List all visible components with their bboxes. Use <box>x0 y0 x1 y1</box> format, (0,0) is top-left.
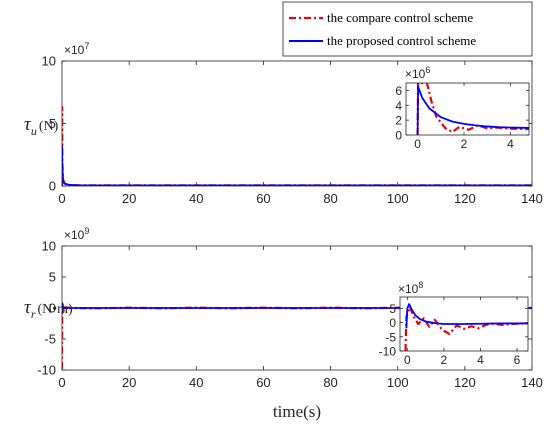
top-ytick-label: 5 <box>49 116 56 131</box>
bottom-xtick-label: 60 <box>256 375 270 390</box>
bottom-xtick-label: 40 <box>189 375 203 390</box>
bottom-ytick-label: -10 <box>37 363 56 378</box>
bottom-xtick-label: 120 <box>454 375 476 390</box>
legend-box <box>282 1 533 57</box>
top-xtick-label: 0 <box>58 191 65 206</box>
bottom-ylabel: τr (N•m) <box>24 297 73 321</box>
top-xtick-label: 100 <box>387 191 409 206</box>
bottom-inset-xtick-label: 6 <box>514 353 521 367</box>
top-xtick-label: 40 <box>189 191 203 206</box>
bottom-ytick-label: 10 <box>42 239 56 254</box>
bottom-inset-ytick-label: 5 <box>389 302 396 316</box>
bottom-inset-ytick-label: 0 <box>389 316 396 330</box>
top-xtick-labels: 0 20 40 60 80 100 120 140 <box>58 191 542 206</box>
bottom-xtick-label: 140 <box>521 375 543 390</box>
top-ytick-label: 0 <box>49 179 56 194</box>
top-inset-proposed-line <box>416 85 529 135</box>
bottom-ytick-label: 5 <box>49 270 56 285</box>
bottom-ytick-labels: -10 -5 0 5 10 <box>37 239 56 378</box>
bottom-multiplier: ×109 <box>64 226 89 242</box>
bottom-ytick-label: -5 <box>44 332 56 347</box>
bottom-inset-xtick-label: 0 <box>404 353 411 367</box>
top-xtick-label: 60 <box>256 191 270 206</box>
top-inset-xtick-label: 0 <box>414 137 421 151</box>
top-inset-xtick-label: 4 <box>507 137 514 151</box>
top-xtick-label: 80 <box>323 191 337 206</box>
top-xtick-label: 120 <box>454 191 476 206</box>
top-inset-xtick-label: 2 <box>461 137 468 151</box>
legend: the compare control scheme the proposed … <box>282 1 533 57</box>
bottom-axes-box <box>61 245 533 371</box>
bottom-inset-xtick-labels: 0 2 4 6 <box>400 297 528 367</box>
bottom-inset-ytick-labels: -10-505 <box>379 302 397 359</box>
x-axis-label: time(s) <box>273 402 321 421</box>
top-multiplier: ×107 <box>64 41 89 57</box>
top-ytick-label: 10 <box>42 54 56 69</box>
top-inset-ytick-label: 4 <box>395 99 402 113</box>
bottom-inset-xtick-label: 4 <box>477 353 484 367</box>
bottom-xtick-label: 20 <box>122 375 136 390</box>
bottom-inset-xtick-label: 2 <box>441 353 448 367</box>
top-xtick-label: 20 <box>122 191 136 206</box>
top-ylabel: τu (N) <box>24 114 59 138</box>
legend-label-proposed: the proposed control scheme <box>327 33 476 48</box>
top-inset-box <box>405 82 530 136</box>
bottom-inset-multiplier: ×108 <box>398 280 423 296</box>
top-inset-xtick-labels: 0 2 4 <box>406 83 529 151</box>
legend-label-compare: the compare control scheme <box>327 10 473 25</box>
top-inset-series-group <box>416 83 529 135</box>
top-inset-compare-line <box>416 83 529 135</box>
bottom-xtick-label: 100 <box>387 375 409 390</box>
bottom-inset-proposed-line <box>405 303 528 329</box>
top-ytick-labels: 0 5 10 <box>42 54 56 194</box>
bottom-inset-box <box>399 296 529 352</box>
top-xtick-label: 140 <box>521 191 543 206</box>
bottom-xtick-label: 80 <box>323 375 337 390</box>
top-inset-ytick-label: 2 <box>395 114 402 128</box>
top-inset-ytick-label: 0 <box>395 129 402 143</box>
top-inset-multiplier: ×106 <box>405 65 430 81</box>
bottom-inset-ytick-label: -5 <box>385 330 396 344</box>
bottom-xtick-label: 0 <box>58 375 65 390</box>
bottom-inset-ytick-label: -10 <box>379 345 397 359</box>
bottom-xtick-labels: 0 20 40 60 80 100 120 140 <box>58 375 542 390</box>
top-inset-ytick-label: 6 <box>395 84 402 98</box>
top-axes-box <box>61 60 533 187</box>
bottom-inset-series-group <box>404 303 528 351</box>
bottom-ytick-label: 0 <box>49 301 56 316</box>
